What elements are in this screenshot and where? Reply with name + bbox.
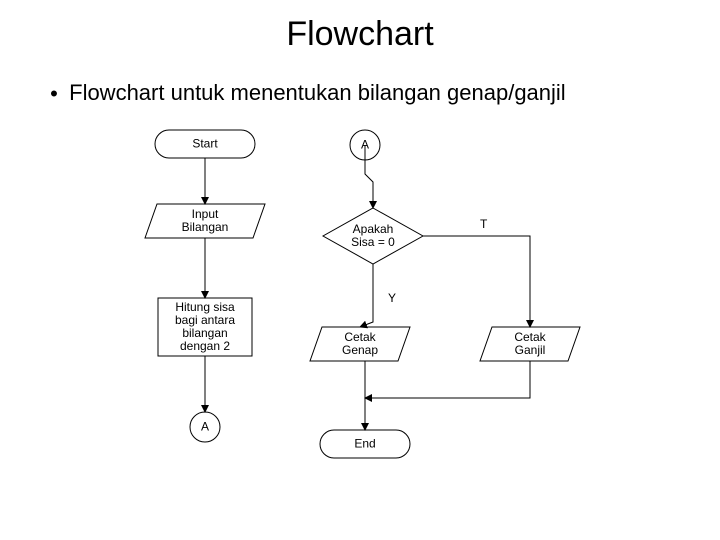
edge-label: T	[480, 217, 488, 231]
node-label: Apakah	[353, 222, 394, 236]
node-label: Genap	[342, 343, 378, 357]
node-label: Start	[192, 137, 218, 151]
node-label: Input	[192, 207, 219, 221]
edge-decision-ganjil	[423, 236, 530, 327]
node-label: dengan 2	[180, 339, 230, 353]
node-label: bagi antara	[175, 313, 235, 327]
node-label: Sisa = 0	[351, 235, 395, 249]
node-label: Cetak	[514, 330, 546, 344]
node-label: Bilangan	[182, 220, 229, 234]
node-label: Cetak	[344, 330, 376, 344]
edge-label: Y	[388, 291, 396, 305]
node-label: A	[201, 420, 209, 434]
flowchart-canvas: Start InputBilangan Hitung sisabagi antara…	[0, 0, 720, 540]
edge-decision-genap	[360, 264, 373, 327]
node-label: End	[354, 437, 375, 451]
node-label: bilangan	[182, 326, 227, 340]
edge-ganjil-merge	[365, 361, 530, 398]
node-label: Hitung sisa	[175, 300, 235, 314]
node-label: Ganjil	[515, 343, 546, 357]
